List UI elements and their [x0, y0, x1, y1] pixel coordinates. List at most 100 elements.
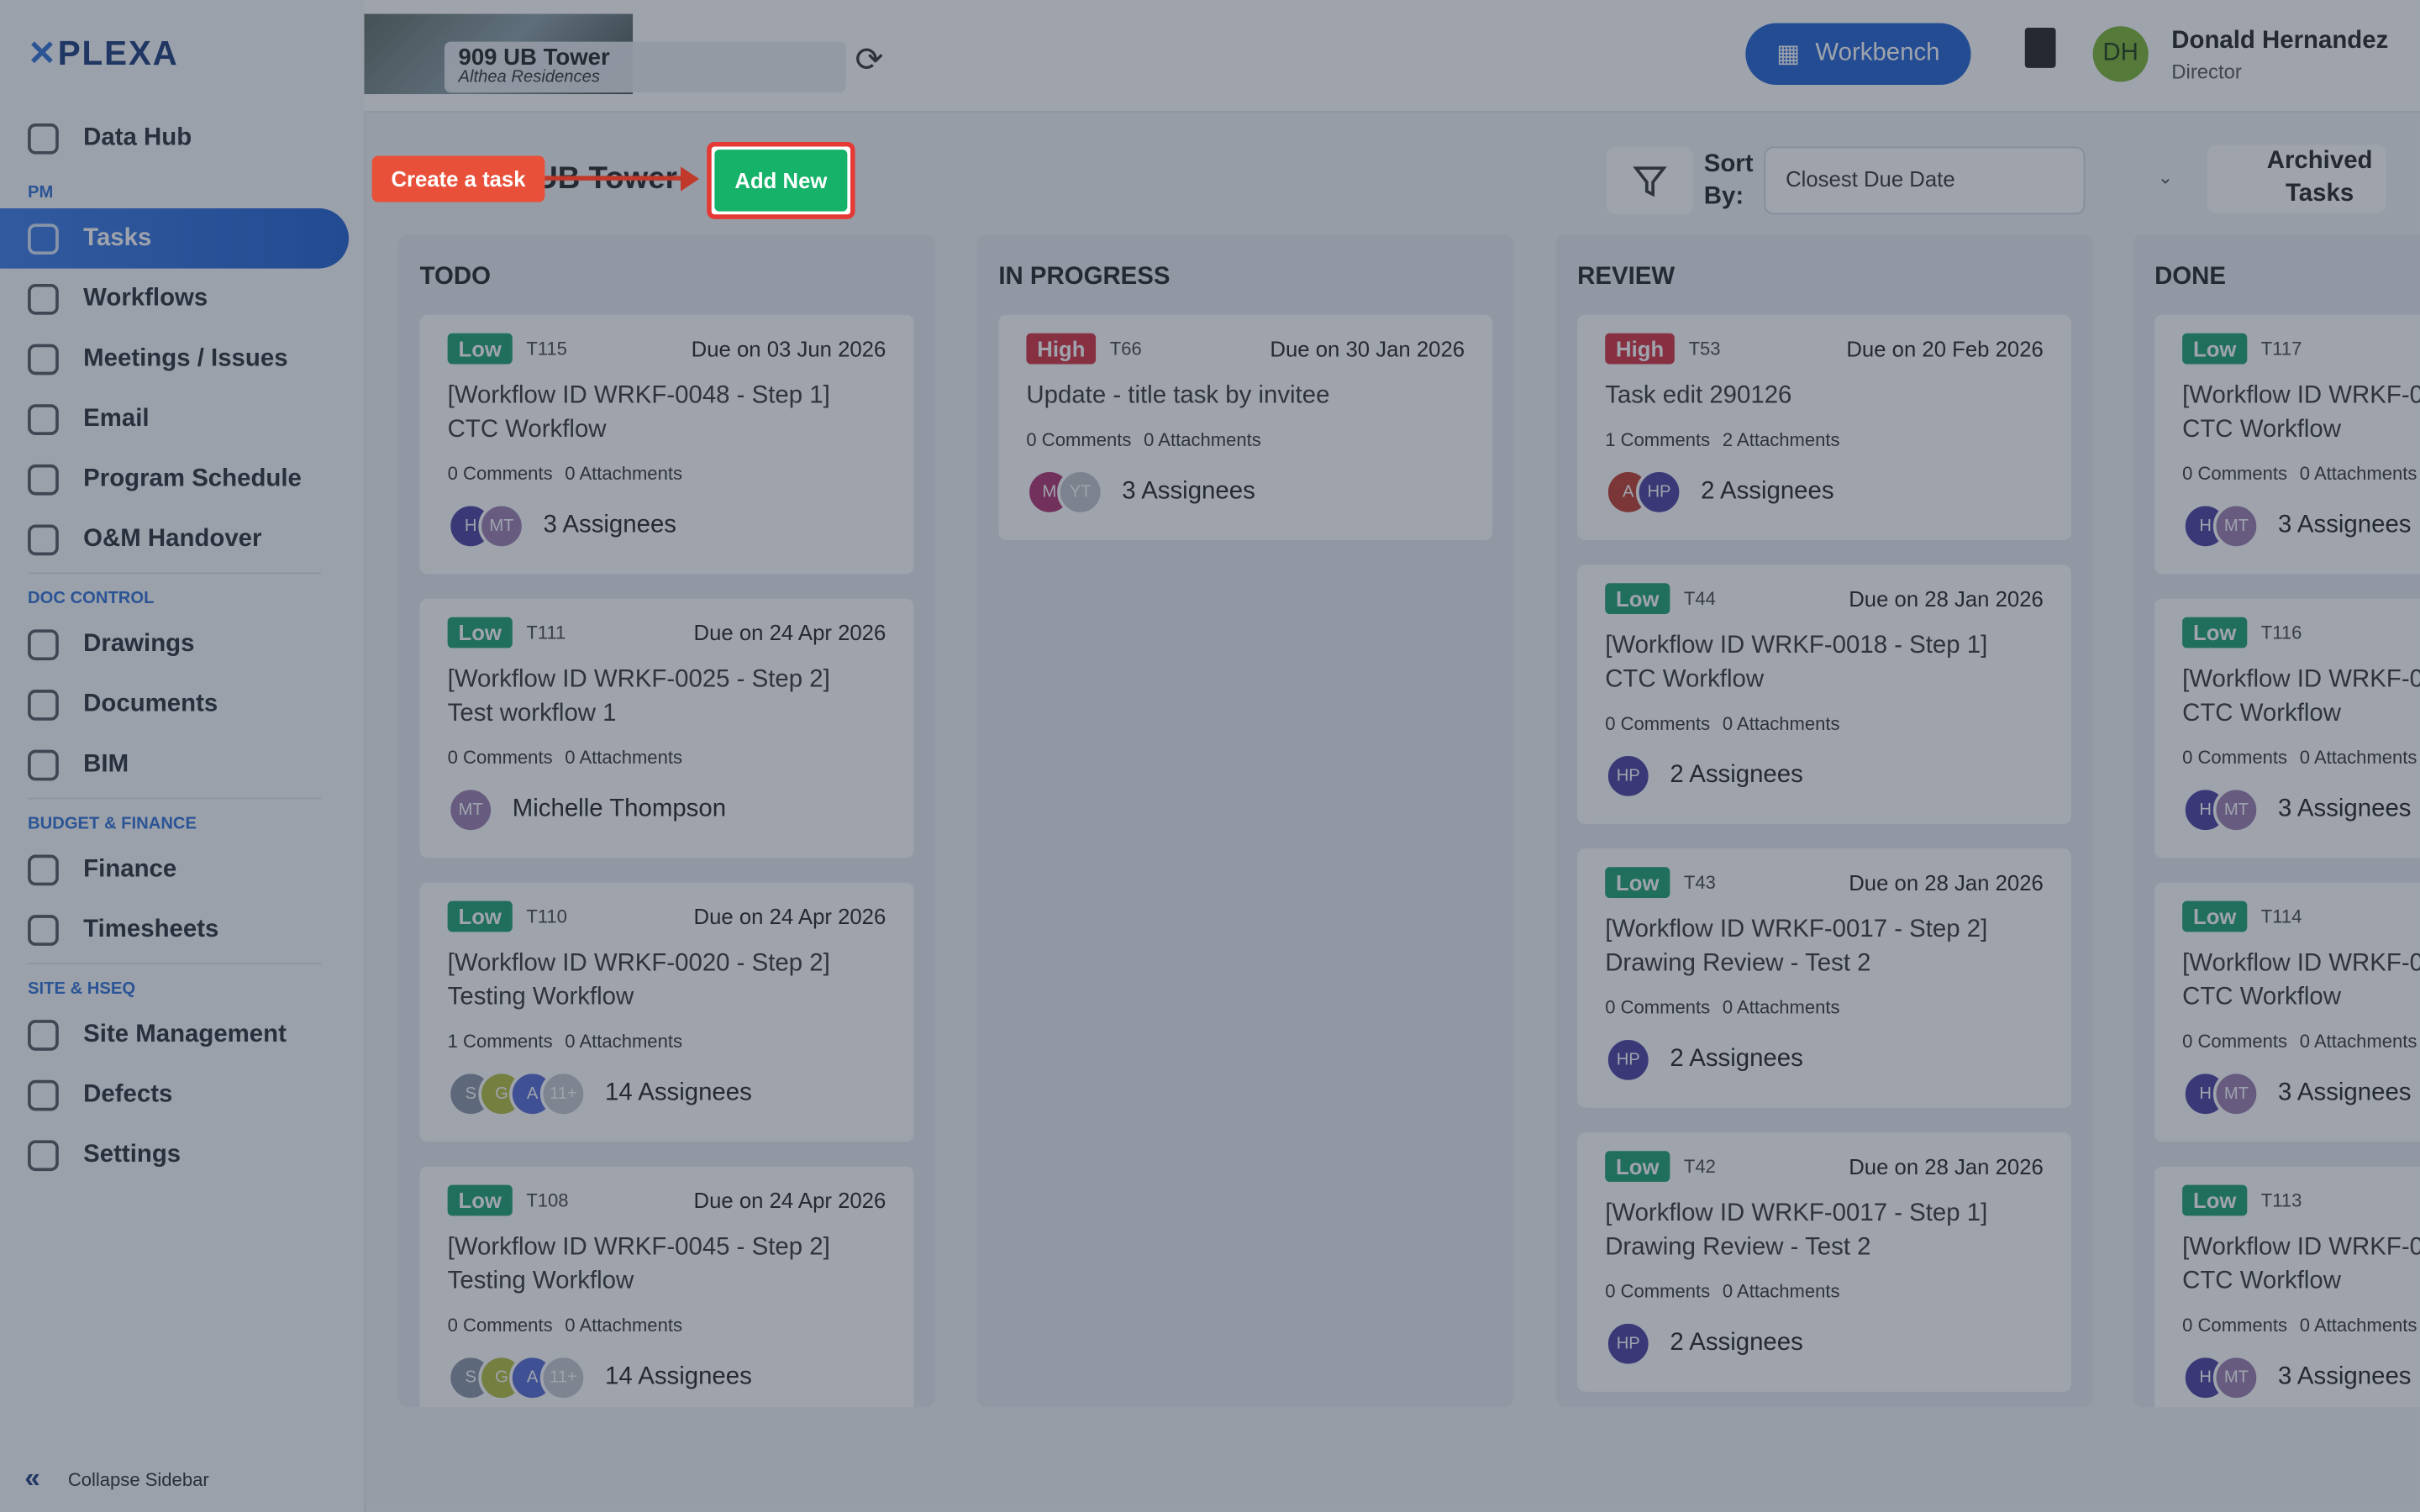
collapse-icon[interactable]: « [24, 1462, 40, 1494]
priority-badge: Low [2182, 617, 2248, 648]
avatar: 11+ [539, 1354, 587, 1401]
nav-item[interactable]: Tasks [0, 207, 350, 269]
nav-item[interactable]: Program Schedule [0, 449, 349, 509]
workbench-button[interactable]: ▦ Workbench [1745, 23, 1971, 86]
refresh-icon[interactable]: ⟳ [855, 39, 884, 79]
task-title: [Workflow ID WRKF-0 CTC Workflow [2182, 1231, 2420, 1299]
project-subtitle: Althea Residences [458, 67, 601, 87]
due-date: Due on 03 Jun 2026 [691, 336, 886, 361]
card-list: Low T117 [Workflow ID WRKF-0 CTC Workflow 0 … [2154, 314, 2420, 1408]
nav-icon [28, 1019, 59, 1050]
separator [28, 963, 322, 964]
nav-item[interactable]: Meetings / Issues [0, 328, 349, 389]
nav-item[interactable]: O&M Handover [0, 509, 349, 570]
nav-item[interactable]: Documents [0, 675, 349, 735]
due-date: Due on 24 Apr 2026 [693, 904, 886, 929]
nav-icon [28, 689, 59, 720]
assignees: 14 Assignees [604, 1363, 752, 1390]
task-card[interactable]: Low T108 Due on 24 Apr 2026 [Workflow ID WR… [419, 1166, 914, 1408]
avatar: HP [1605, 1320, 1652, 1368]
comments: 0 Comments [1026, 428, 1132, 451]
nav-label: Timesheets [83, 916, 219, 942]
nav-item[interactable]: Data Hub [0, 108, 349, 169]
user-name: Donald Hernandez [2171, 28, 2389, 55]
title-line: Task edit 290126 [1605, 382, 1792, 409]
title-line: [Workflow ID WRKF-0045 - Step 2] [447, 1234, 830, 1261]
priority-badge: High [1026, 333, 1097, 365]
task-card[interactable]: High T53 Due on 20 Feb 2026 Task edit 29012… [1577, 314, 2071, 540]
nav-icon [28, 403, 59, 435]
add-new-button[interactable]: Add New [714, 150, 848, 212]
due-date: Due on 20 Feb 2026 [1846, 336, 2044, 361]
section-title: SITE & HSEQ [28, 979, 136, 999]
nav-label: Drawings [83, 630, 195, 657]
nav-item[interactable]: Workflows [0, 269, 349, 329]
task-card[interactable]: Low T111 Due on 24 Apr 2026 [Workflow ID WR… [419, 598, 914, 858]
collapse-sidebar[interactable]: Collapse Sidebar [67, 1468, 209, 1491]
nav-item[interactable]: Email [0, 389, 349, 449]
avatar: MT [2212, 502, 2260, 549]
attachments: 0 Attachments [2299, 1030, 2417, 1053]
priority-badge: Low [2182, 333, 2248, 365]
task-card[interactable]: Low T44 Due on 28 Jan 2026 [Workflow ID WRK… [1577, 564, 2071, 824]
nav-item[interactable]: Drawings [0, 614, 349, 675]
task-card[interactable]: High T66 Due on 30 Jan 2026 Update - title … [998, 314, 1493, 540]
user-role: Director [2171, 60, 2242, 84]
assignees: 3 Assignees [2278, 512, 2412, 539]
nav-item[interactable]: BIM [0, 734, 349, 795]
task-card[interactable]: Low T110 Due on 24 Apr 2026 [Workflow ID WR… [419, 882, 914, 1142]
task-id: T43 [1683, 871, 1716, 894]
archived-tasks[interactable]: Archived Tasks [2207, 144, 2386, 213]
attachments: 0 Attachments [565, 1030, 682, 1053]
task-card[interactable]: Low T113 [Workflow ID WRKF-0 CTC Workflow 0 … [2154, 1166, 2420, 1408]
assignees: 2 Assignees [1670, 1330, 1803, 1357]
assignees: 2 Assignees [1670, 762, 1803, 789]
task-card[interactable]: Low T114 [Workflow ID WRKF-0 CTC Workflow 0 … [2154, 882, 2420, 1142]
task-id: T115 [526, 338, 567, 360]
task-card[interactable]: Low T42 Due on 28 Jan 2026 [Workflow ID WRK… [1577, 1132, 2071, 1392]
sort-select[interactable]: Closest Due Date [1764, 146, 2086, 215]
assignees: 2 Assignees [1701, 478, 1834, 505]
title-line: [Workflow ID WRKF-0 [2182, 666, 2420, 693]
task-title: [Workflow ID WRKF-0 CTC Workflow [2182, 380, 2420, 448]
pdf-icon[interactable] [2024, 28, 2056, 68]
nav-item[interactable]: Settings [0, 1125, 349, 1185]
separator [28, 572, 322, 575]
filter-button[interactable] [1607, 146, 1693, 215]
comments: 0 Comments [2182, 1030, 2288, 1053]
card-list: High T66 Due on 30 Jan 2026 Update - title … [998, 314, 1493, 565]
priority-badge: Low [1605, 867, 1670, 898]
nav-item[interactable]: Site Management [0, 1005, 349, 1065]
assignee-row: H MT 3 Assignees [2182, 1354, 2420, 1401]
nav-icon [28, 463, 59, 495]
task-title: [Workflow ID WRKF-0045 - Step 2] Testing … [448, 1231, 886, 1299]
column: DONE Low T117 [Workflow ID WRKF-0 CTC Workfl… [2133, 234, 2420, 1408]
task-title: [Workflow ID WRKF-0048 - Step 1] CTC Work… [448, 380, 886, 448]
task-card[interactable]: Low T43 Due on 28 Jan 2026 [Workflow ID WRK… [1577, 848, 2071, 1108]
title-line: CTC Workflow [2182, 700, 2342, 727]
nav-icon [28, 914, 59, 945]
task-card[interactable]: Low T116 [Workflow ID WRKF-0 CTC Workflow 0 … [2154, 598, 2420, 858]
title-line: CTC Workflow [2182, 984, 2342, 1011]
due-date: Due on 28 Jan 2026 [1849, 585, 2044, 612]
card-header: Low T42 Due on 28 Jan 2026 [1605, 1151, 2044, 1182]
project-box[interactable] [444, 41, 846, 93]
user-avatar[interactable]: DH [2092, 26, 2149, 82]
task-id: T116 [2260, 622, 2302, 643]
title-line: [Workflow ID WRKF-0048 - Step 1] [447, 382, 830, 409]
nav-item[interactable]: Timesheets [0, 900, 349, 960]
section-title: DOC CONTROL [28, 589, 155, 608]
brand-text: PLEXA [57, 34, 179, 73]
nav-item[interactable]: Defects [0, 1064, 349, 1125]
attachments: 2 Attachments [1722, 428, 1840, 451]
title-line: [Workflow ID WRKF-0 [2182, 382, 2420, 409]
nav-item[interactable]: Finance [0, 839, 349, 900]
column: REVIEW High T53 Due on 20 Feb 2026 Task edit… [1555, 234, 2093, 1408]
task-card[interactable]: Low T117 [Workflow ID WRKF-0 CTC Workflow 0 … [2154, 314, 2420, 575]
nav-icon [28, 628, 59, 660]
task-title: [Workflow ID WRKF-0 CTC Workflow [2182, 948, 2420, 1016]
task-card[interactable]: Low T115 Due on 03 Jun 2026 [Workflow ID WR… [419, 314, 914, 575]
title-line: [Workflow ID WRKF-0017 - Step 2] [1605, 916, 1988, 943]
priority-badge: Low [447, 1184, 513, 1216]
